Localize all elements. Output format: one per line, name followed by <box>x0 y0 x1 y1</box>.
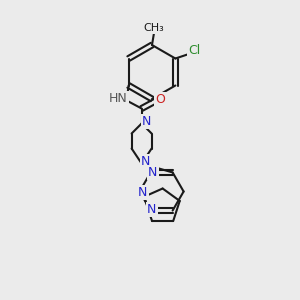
Text: CH₃: CH₃ <box>144 23 164 33</box>
Text: N: N <box>141 155 150 168</box>
Text: N: N <box>148 166 157 179</box>
Text: HN: HN <box>109 92 128 105</box>
Text: Cl: Cl <box>188 44 200 57</box>
Text: N: N <box>138 186 147 199</box>
Text: O: O <box>156 93 166 106</box>
Text: N: N <box>142 115 151 128</box>
Text: N: N <box>147 203 156 216</box>
